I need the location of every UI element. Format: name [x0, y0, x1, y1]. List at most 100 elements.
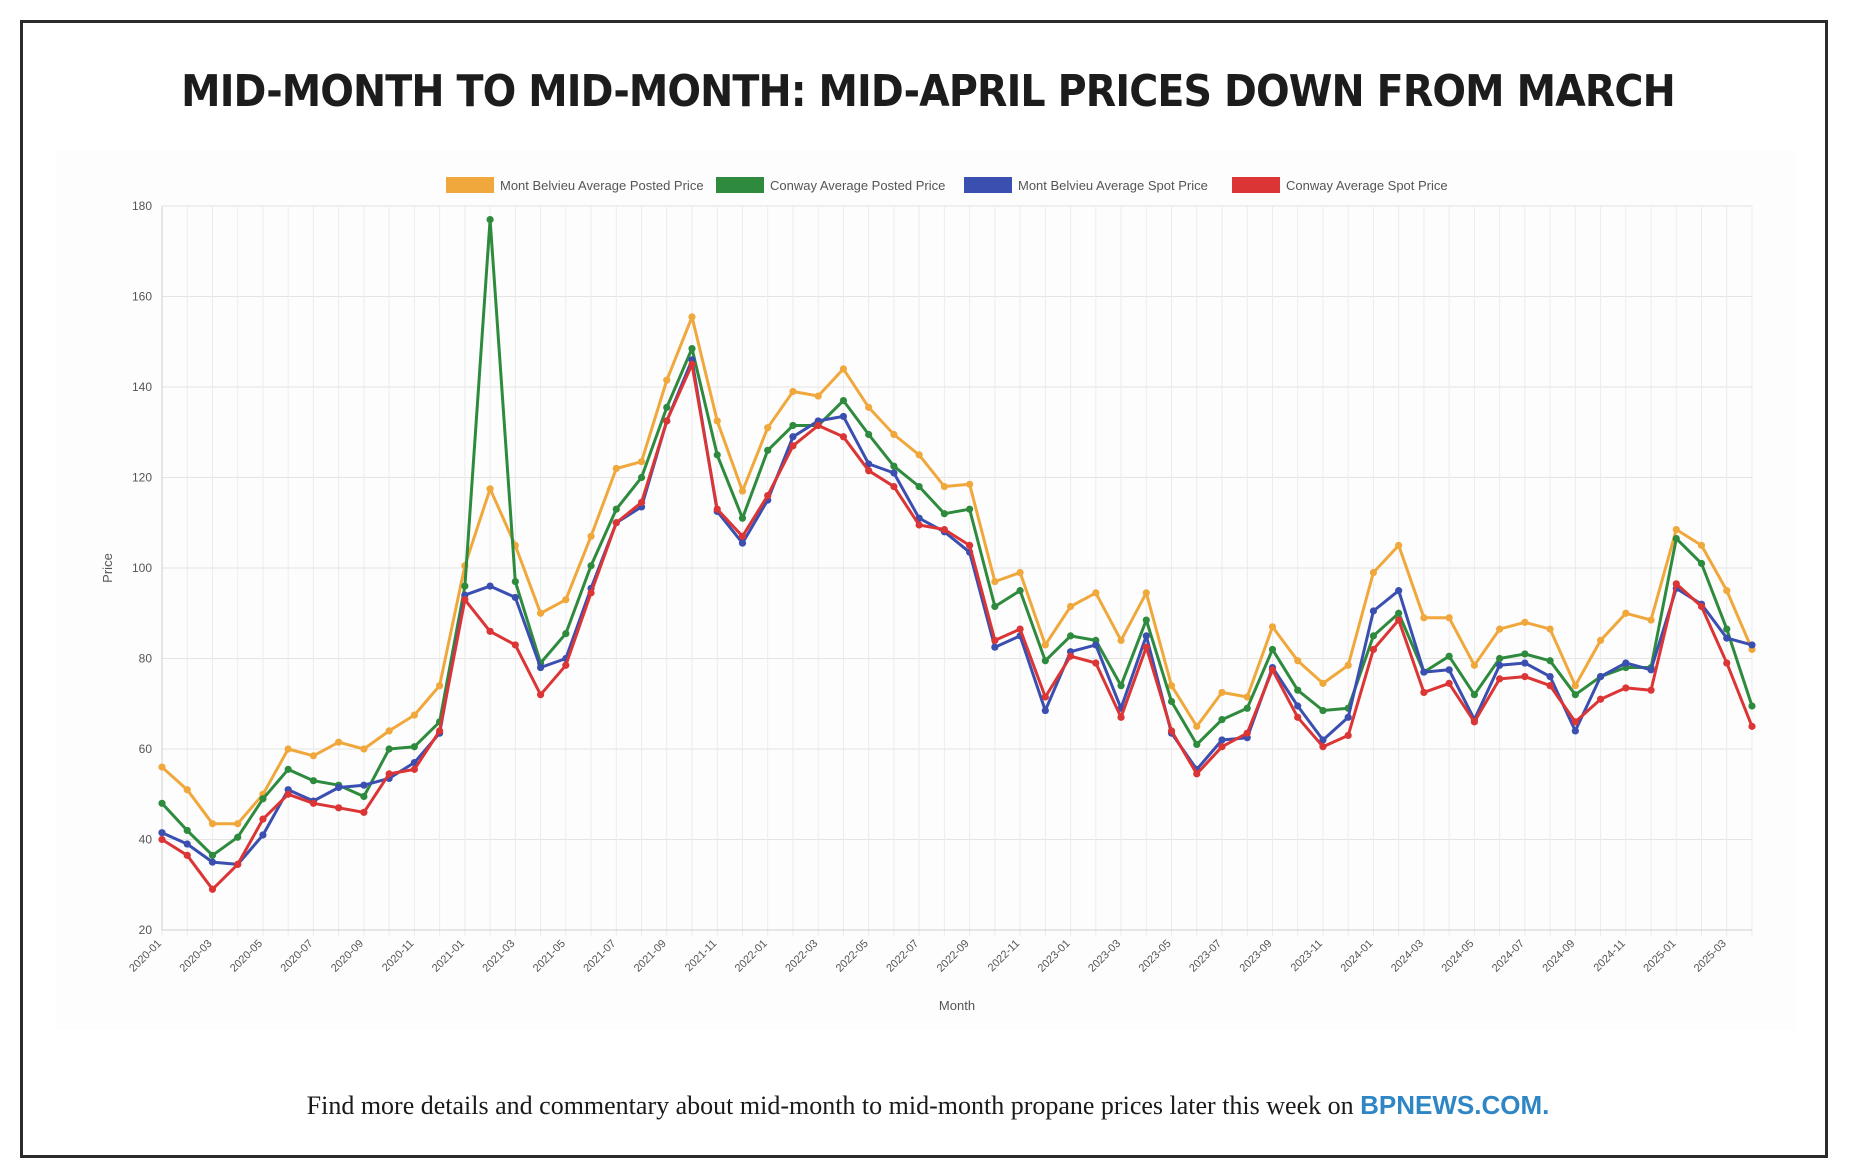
x-tick-label: 2024-11	[1591, 938, 1627, 974]
data-point	[360, 792, 368, 801]
data-point	[1420, 668, 1428, 676]
data-point	[1294, 686, 1302, 694]
y-tick-label: 80	[139, 652, 153, 666]
series-0	[158, 313, 1756, 828]
data-point	[284, 745, 292, 753]
data-point	[536, 663, 545, 672]
data-point	[1647, 666, 1655, 674]
series-1	[158, 215, 1756, 859]
data-point	[789, 421, 797, 430]
legend-item: Conway Average Posted Price	[716, 177, 945, 193]
data-point	[637, 473, 646, 482]
data-point	[688, 360, 696, 368]
legend: Mont Belvieu Average Posted Price Conway …	[446, 177, 1448, 193]
data-point	[1571, 718, 1579, 726]
data-point	[839, 433, 848, 441]
footer-note: Find more details and commentary about m…	[0, 1090, 1856, 1121]
data-point	[309, 752, 318, 760]
x-tick-label: 2022-01	[733, 938, 770, 975]
data-point	[1521, 659, 1529, 667]
data-point	[486, 627, 494, 635]
data-point	[1470, 691, 1478, 699]
x-tick-label: 2023-09	[1238, 938, 1275, 975]
x-tick-label: 2020-09	[329, 938, 366, 975]
data-point	[1268, 645, 1277, 654]
data-point	[1496, 661, 1504, 669]
data-point	[1723, 625, 1731, 633]
x-tick-label: 2024-09	[1540, 938, 1577, 975]
data-point	[1294, 713, 1302, 721]
data-point	[1697, 602, 1706, 611]
data-point	[1117, 636, 1125, 644]
data-point	[1218, 688, 1226, 697]
legend-swatch	[964, 177, 1012, 193]
data-point	[410, 711, 418, 719]
series-line	[161, 362, 1754, 891]
data-point	[1723, 634, 1731, 642]
chart-panel: 20 40 60 80 100 120 140 160 180 2020-01 2020-03 202…	[56, 150, 1796, 1030]
data-point	[208, 858, 217, 866]
data-point	[1571, 727, 1579, 735]
data-point	[1268, 666, 1277, 674]
data-point	[410, 743, 418, 751]
series-lines	[158, 215, 1756, 893]
data-point	[612, 519, 620, 527]
data-point	[1092, 641, 1100, 649]
data-point	[1066, 652, 1075, 660]
data-point	[1218, 715, 1226, 724]
x-tick-label: 2022-09	[935, 938, 972, 975]
line-chart: 20 40 60 80 100 120 140 160 180 2020-01 2020-03 202…	[100, 177, 1756, 1013]
data-point	[158, 763, 166, 771]
data-point	[1142, 632, 1150, 640]
data-point	[915, 482, 923, 491]
data-point	[940, 482, 948, 491]
y-tick-label: 40	[139, 833, 153, 847]
headline: MID-MONTH TO MID-MONTH: MID-APRIL PRICES…	[181, 66, 1676, 117]
x-tick-label: 2024-01	[1339, 938, 1376, 975]
data-point	[436, 727, 444, 735]
x-tick-label: 2022-11	[986, 938, 1022, 974]
data-point	[158, 829, 166, 837]
data-point	[562, 630, 570, 638]
data-point	[764, 446, 772, 454]
data-point	[1142, 589, 1150, 597]
data-point	[1470, 661, 1478, 669]
data-point	[1167, 682, 1176, 690]
data-point	[1319, 679, 1327, 687]
data-point	[309, 777, 318, 785]
data-point	[511, 593, 519, 602]
data-point	[890, 462, 898, 470]
data-point	[1496, 675, 1504, 683]
data-point	[1445, 652, 1453, 660]
legend-label: Mont Belvieu Average Spot Price	[1018, 178, 1208, 193]
bpnews-link[interactable]: BPNEWS.COM.	[1360, 1090, 1550, 1120]
y-tick-label: 120	[132, 471, 152, 485]
data-point	[486, 582, 494, 590]
data-point	[1041, 657, 1049, 665]
data-point	[1243, 729, 1251, 737]
data-point	[1041, 641, 1049, 649]
data-point	[1521, 618, 1529, 626]
data-point	[1748, 702, 1756, 710]
footer-text: Find more details and commentary about m…	[306, 1091, 1361, 1120]
data-point	[183, 786, 191, 794]
data-point	[814, 392, 822, 400]
data-point	[1344, 661, 1352, 669]
data-point	[309, 799, 318, 807]
data-point	[1193, 722, 1201, 730]
data-point	[1546, 673, 1554, 681]
series-2	[158, 356, 1756, 868]
data-point	[789, 442, 797, 450]
data-point	[335, 804, 343, 812]
data-point	[1596, 673, 1605, 681]
series-line	[160, 315, 1754, 826]
data-point	[764, 492, 772, 500]
data-point	[1369, 632, 1378, 640]
data-point	[1470, 718, 1478, 726]
data-point	[1395, 616, 1403, 624]
legend-item: Conway Average Spot Price	[1232, 177, 1448, 193]
legend-item: Mont Belvieu Average Spot Price	[964, 177, 1208, 193]
data-point	[1016, 568, 1024, 577]
data-point	[915, 451, 923, 459]
data-point	[1672, 580, 1680, 588]
